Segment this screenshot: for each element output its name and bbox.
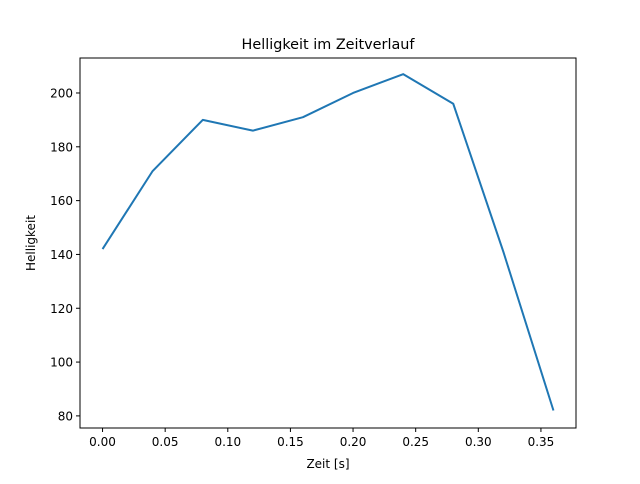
x-tick-label: 0.15 (277, 435, 304, 449)
series-line-helligkeit (101, 73, 555, 411)
x-tick-label: 0.20 (340, 435, 367, 449)
y-tick-label: 140 (50, 248, 73, 262)
x-tick-label: 0.25 (402, 435, 429, 449)
y-tick-label: 80 (58, 409, 73, 423)
y-axis-label: Helligkeit (24, 215, 38, 271)
x-tick-label: 0.10 (214, 435, 241, 449)
x-axis-label: Zeit [s] (306, 457, 349, 471)
y-tick-label: 200 (50, 86, 73, 100)
y-tick-label: 180 (50, 140, 73, 154)
x-tick-label: 0.05 (152, 435, 179, 449)
y-tick-label: 160 (50, 194, 73, 208)
x-tick-label: 0.00 (89, 435, 116, 449)
plot-frame (79, 57, 577, 429)
x-tick-label: 0.30 (465, 435, 492, 449)
x-tick-label: 0.35 (528, 435, 555, 449)
y-tick-label: 100 (50, 356, 73, 370)
y-tick-label: 120 (50, 302, 73, 316)
chart-title: Helligkeit im Zeitverlauf (242, 37, 416, 53)
